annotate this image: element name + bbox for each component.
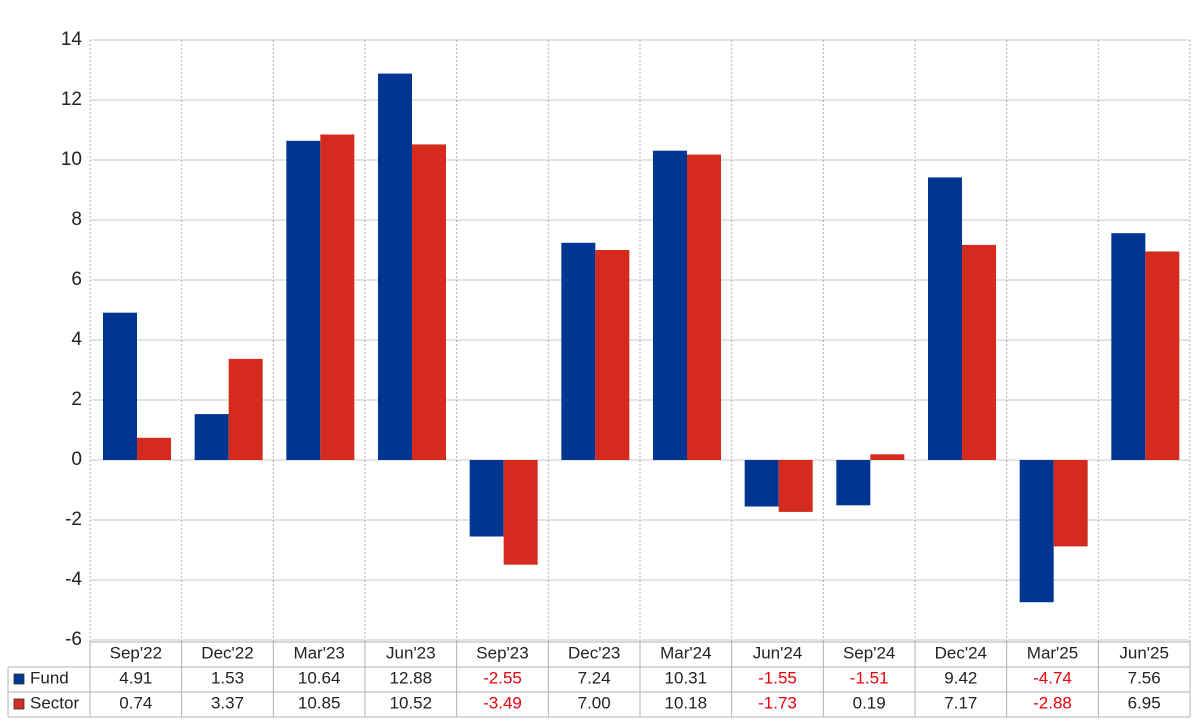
- bar: [103, 312, 137, 460]
- bar: [1145, 251, 1180, 460]
- bar: [1053, 460, 1088, 547]
- y-tick-label: 14: [61, 29, 83, 50]
- x-tick-label: Dec'24: [935, 643, 987, 662]
- y-tick-label: 10: [61, 149, 82, 170]
- bar: [228, 358, 263, 460]
- bar: [836, 460, 871, 506]
- bar: [1111, 233, 1146, 460]
- bar: [320, 134, 355, 460]
- y-tick-label: -6: [65, 629, 82, 650]
- bar: [653, 150, 687, 460]
- table-value: 10.52: [390, 693, 433, 712]
- bar: [286, 140, 321, 461]
- table-value: 10.31: [665, 668, 708, 687]
- x-tick-label: Jun'24: [753, 643, 803, 662]
- legend-marker: [13, 698, 25, 710]
- table-value: 7.24: [578, 668, 611, 687]
- bar: [778, 460, 813, 512]
- bar: [744, 460, 779, 507]
- table-value: -1.51: [850, 668, 889, 687]
- table-value: 10.18: [665, 693, 708, 712]
- table-value: 7.00: [578, 693, 611, 712]
- table-value: 6.95: [1128, 693, 1161, 712]
- table-value: 7.17: [944, 693, 977, 712]
- x-tick-label: Sep'23: [476, 643, 528, 662]
- bar: [378, 73, 412, 460]
- legend-label: Fund: [30, 668, 69, 687]
- bar: [870, 454, 905, 460]
- table-value: 4.91: [119, 668, 152, 687]
- x-tick-label: Dec'23: [568, 643, 620, 662]
- bar: [595, 250, 630, 460]
- table-value: -2.55: [483, 668, 522, 687]
- bar: [412, 144, 446, 460]
- x-tick-label: Jun'25: [1119, 643, 1169, 662]
- table-value: -4.74: [1033, 668, 1072, 687]
- x-tick-label: Jun'23: [386, 643, 436, 662]
- bar: [561, 242, 596, 460]
- x-tick-label: Mar'23: [293, 643, 344, 662]
- table-value: 1.53: [211, 668, 244, 687]
- table-value: 12.88: [390, 668, 433, 687]
- legend-marker: [13, 673, 25, 685]
- y-tick-label: 8: [71, 209, 82, 230]
- y-tick-label: 2: [71, 389, 82, 410]
- x-tick-label: Mar'24: [660, 643, 711, 662]
- table-value: 0.19: [853, 693, 886, 712]
- bar: [194, 414, 229, 460]
- x-tick-label: Dec'22: [201, 643, 253, 662]
- bar: [1019, 460, 1054, 603]
- bar: [962, 244, 996, 460]
- x-tick-label: Sep'22: [110, 643, 162, 662]
- table-value: -1.55: [758, 668, 797, 687]
- table-value: 10.64: [298, 668, 341, 687]
- bar: [503, 460, 538, 565]
- y-tick-label: 4: [71, 329, 82, 350]
- table-value: -3.49: [483, 693, 522, 712]
- y-tick-label: -4: [65, 569, 82, 590]
- y-tick-label: -2: [65, 509, 82, 530]
- bar: [137, 437, 171, 460]
- table-value: 7.56: [1128, 668, 1161, 687]
- legend-label: Sector: [30, 693, 79, 712]
- table-value: -2.88: [1033, 693, 1072, 712]
- table-value: 3.37: [211, 693, 244, 712]
- bar: [469, 460, 504, 537]
- x-tick-label: Sep'24: [843, 643, 895, 662]
- y-tick-label: 12: [61, 89, 82, 110]
- y-tick-label: 0: [71, 449, 82, 470]
- table-value: 10.85: [298, 693, 341, 712]
- table-value: 9.42: [944, 668, 977, 687]
- bar: [687, 154, 721, 460]
- x-tick-label: Mar'25: [1027, 643, 1078, 662]
- y-tick-label: 6: [71, 269, 82, 290]
- bar: [928, 177, 962, 460]
- table-value: -1.73: [758, 693, 797, 712]
- table-value: 0.74: [119, 693, 152, 712]
